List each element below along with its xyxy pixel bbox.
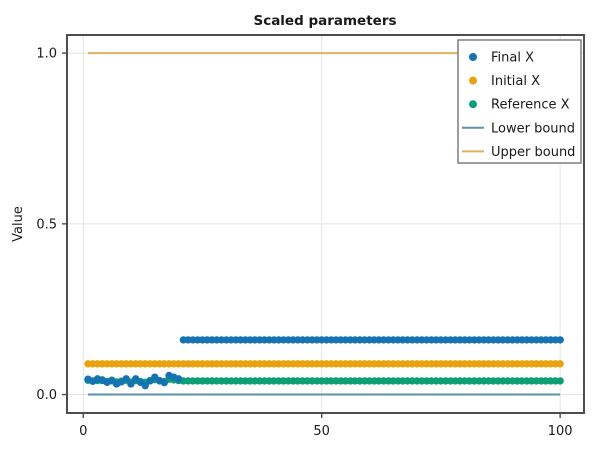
legend-label: Reference X [491,98,570,113]
legend-entry-reference-x: Reference X [469,98,570,113]
y-axis-label: Value [11,206,26,242]
legend-marker-dot [469,76,477,85]
data-point [127,380,135,388]
data-point [141,381,149,390]
legend-entry-final-x: Final X [469,51,534,66]
data-point [556,377,564,385]
legend-entry-lower-bound: Lower bound [462,121,575,136]
plot-series [84,52,564,396]
data-point [556,360,564,368]
legend-label: Lower bound [491,121,575,136]
x-tick-label: 0 [79,424,87,439]
legend-label: Initial X [491,74,540,89]
x-tick-label: 50 [313,424,330,439]
y-tick-label: 1.0 [36,47,57,62]
legend-marker-dot [469,53,477,61]
x-tick-label: 100 [548,424,573,439]
data-point [174,375,183,383]
data-point [160,378,168,387]
legend: Final X Initial X Reference X Lower bound Up… [457,39,582,164]
legend-label: Final X [491,51,534,66]
series-final-x [84,336,564,390]
chart-title: Scaled parameters [253,13,396,29]
legend-marker-dot [469,100,477,109]
y-tick-label: 0.5 [36,217,57,232]
axis-ticks: 0 50 100 0.0 0.5 1.0 [36,47,572,439]
data-point [556,336,564,344]
legend-entry-upper-bound: Upper bound [462,145,575,160]
series-initial-x [84,360,564,368]
legend-label: Upper bound [491,145,575,160]
legend-box [457,39,582,164]
legend-entry-initial-x: Initial X [469,74,540,89]
data-point [122,375,130,383]
y-tick-label: 0.0 [36,388,57,403]
